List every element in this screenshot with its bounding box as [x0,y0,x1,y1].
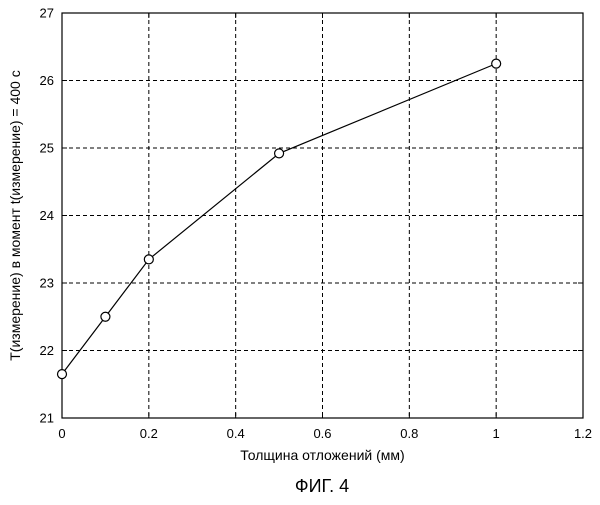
data-point [58,370,67,379]
x-tick-label: 0.4 [227,426,245,441]
x-axis-label: Толщина отложений (мм) [240,447,404,463]
y-tick-label: 22 [40,343,54,358]
x-tick-label: 1.2 [574,426,592,441]
y-tick-label: 25 [40,141,54,156]
x-tick-label: 0 [58,426,65,441]
y-tick-label: 27 [40,6,54,21]
x-tick-label: 0.8 [400,426,418,441]
y-tick-label: 21 [40,411,54,426]
grid-lines [62,13,583,418]
y-tick-label: 24 [40,208,54,223]
x-tick-label: 0.2 [140,426,158,441]
figure-caption: ФИГ. 4 [295,476,349,496]
data-series [58,59,501,379]
data-point [144,255,153,264]
tick-labels: 0 0.2 0.4 0.6 0.8 1 1.2 21 22 23 24 25 26 27 [40,6,593,442]
y-tick-label: 26 [40,73,54,88]
data-point [275,149,284,158]
data-point [101,312,110,321]
y-tick-label: 23 [40,276,54,291]
data-point [492,59,501,68]
x-tick-label: 0.6 [313,426,331,441]
x-tick-label: 1 [493,426,500,441]
series-line [62,64,496,375]
y-axis-label: T(измерение) в момент t(измерение) = 400… [7,70,23,361]
